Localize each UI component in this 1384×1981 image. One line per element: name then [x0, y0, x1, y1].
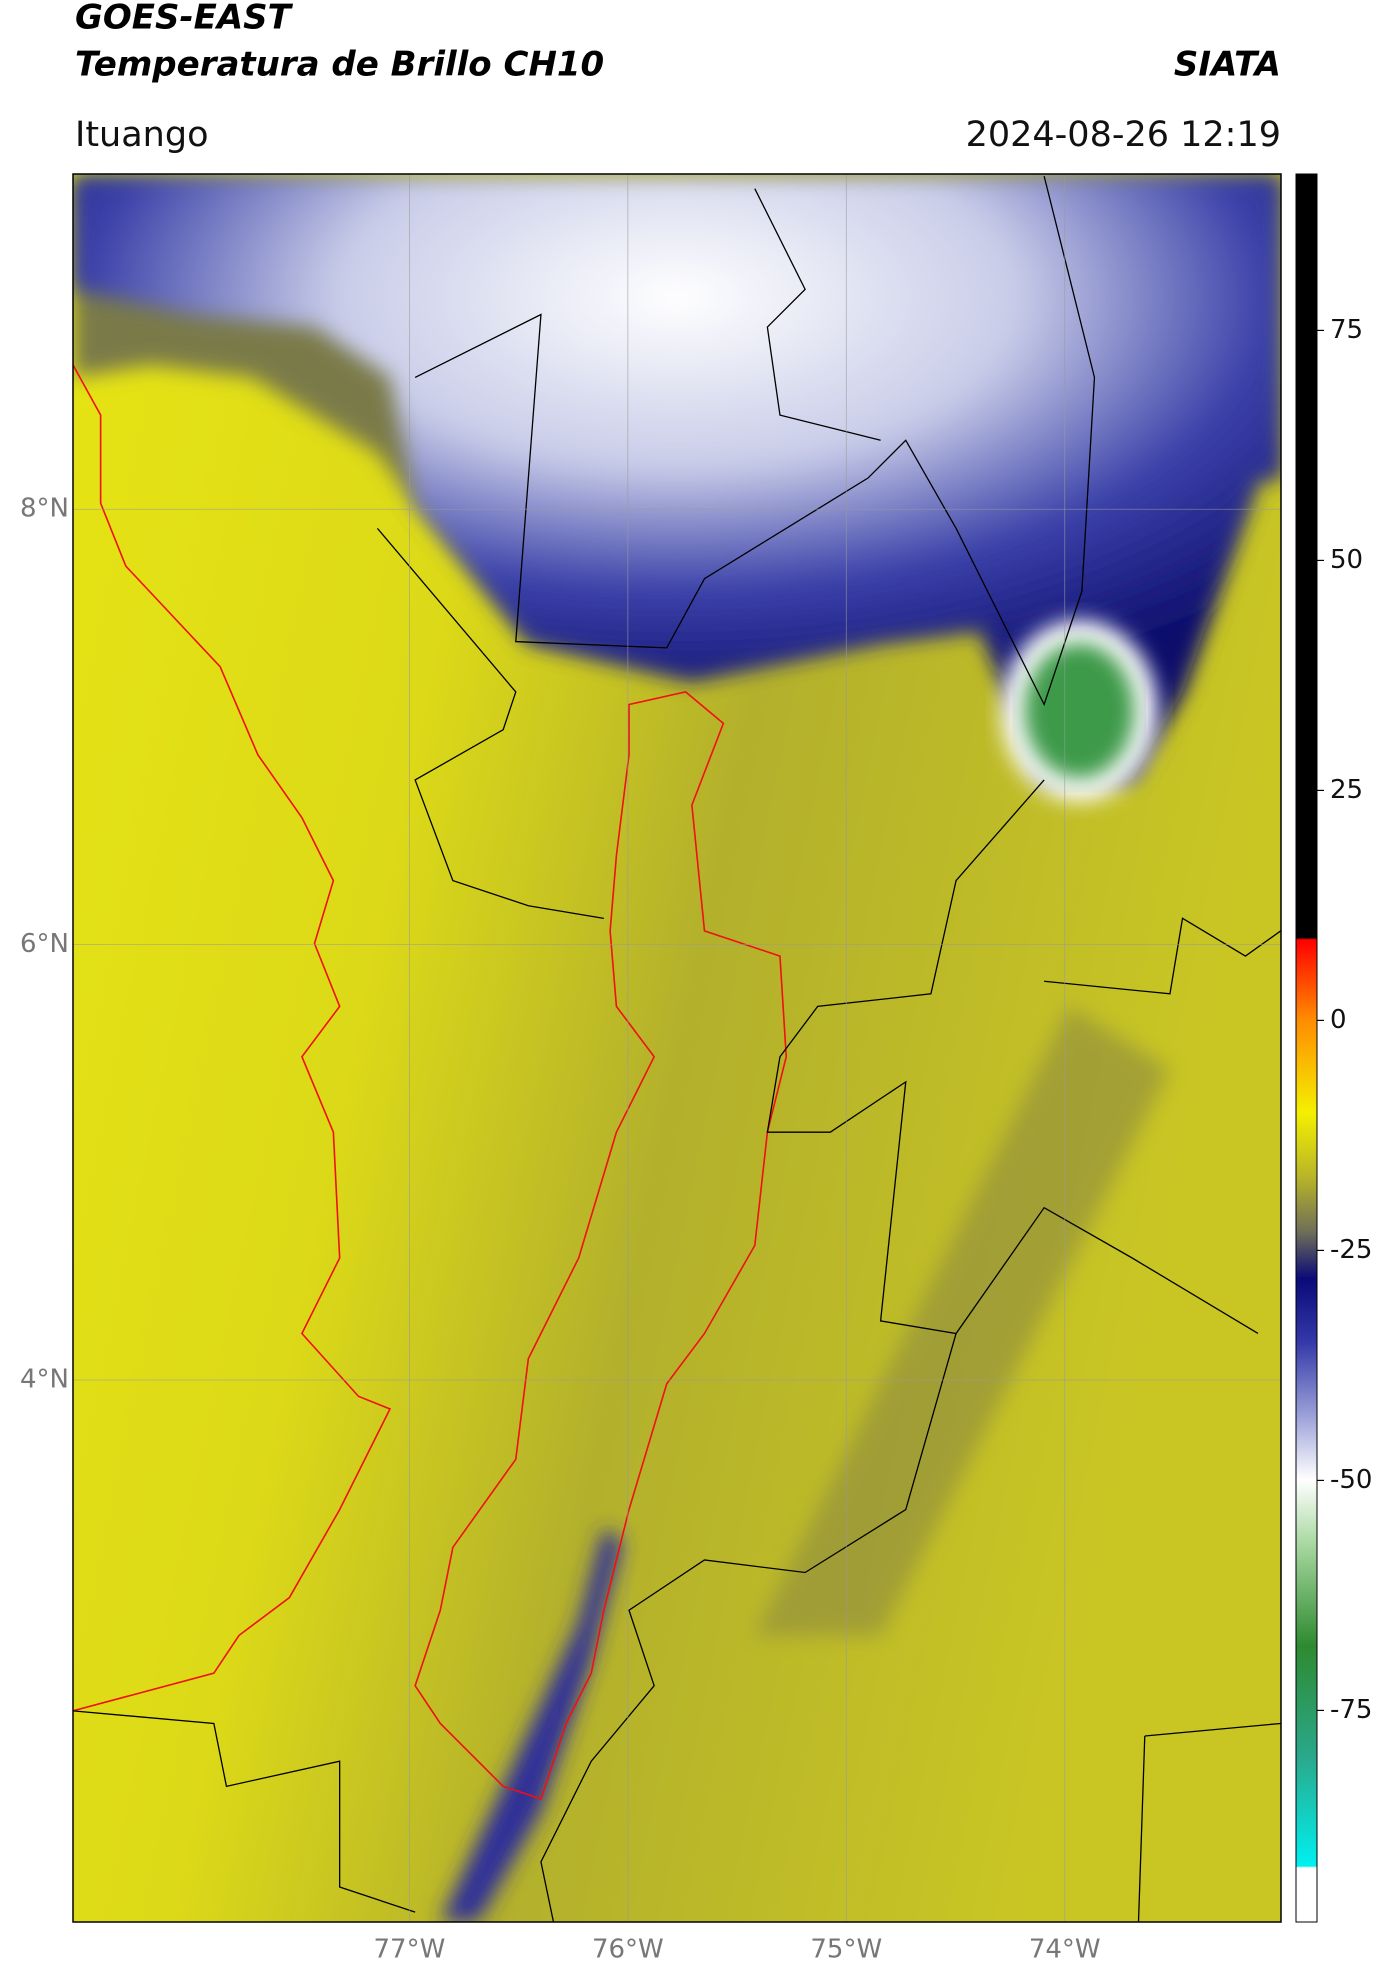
grid: [73, 174, 1281, 1922]
colorbar-tick-label: 75: [1330, 315, 1363, 345]
colorbar-tick-label: -50: [1330, 1465, 1372, 1495]
x-tick-label: 77°W: [374, 1935, 446, 1965]
map-frame: [72, 173, 1282, 1923]
subtitle: Temperatura de Brillo CH10: [75, 45, 604, 85]
colorbar: [1295, 173, 1318, 1923]
y-tick-label: 8°N: [20, 494, 69, 524]
x-tick-label: 74°W: [1029, 1935, 1101, 1965]
source: SIATA: [1174, 45, 1281, 85]
x-tick-label: 75°W: [810, 1935, 882, 1965]
map-imagery: [73, 174, 1281, 1922]
x-tick-label: 76°W: [592, 1935, 664, 1965]
colorbar-tick-label: 25: [1330, 775, 1363, 805]
title: GOES-EAST: [75, 0, 294, 38]
colorbar-tick-label: -25: [1330, 1235, 1372, 1265]
location: Ituango: [75, 115, 209, 155]
y-tick-label: 4°N: [20, 1364, 69, 1394]
colorbar-tick-label: 50: [1330, 545, 1363, 575]
y-tick-label: 6°N: [20, 929, 69, 959]
colorbar-tick-label: -75: [1330, 1695, 1372, 1725]
colorbar-tick-label: 0: [1330, 1005, 1347, 1035]
datetime: 2024-08-26 12:19: [966, 115, 1281, 155]
